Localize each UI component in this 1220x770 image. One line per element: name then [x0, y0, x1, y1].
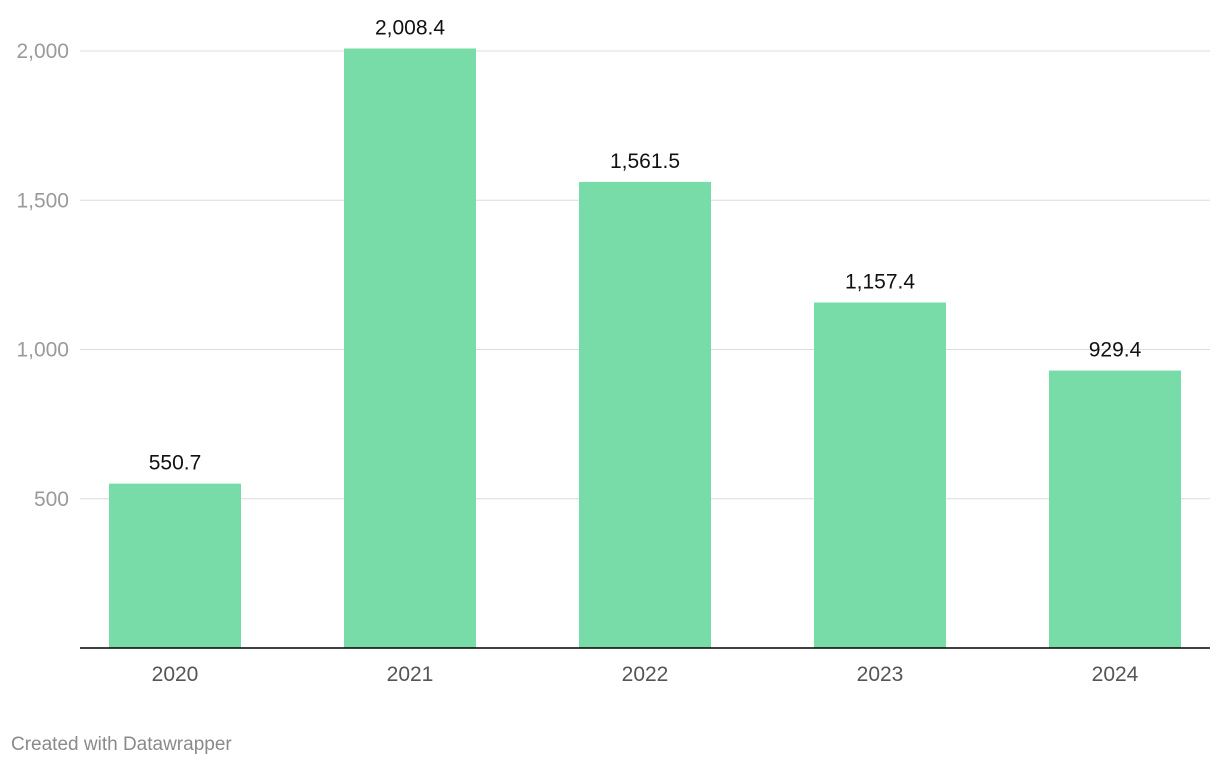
y-tick-label: 500 [34, 488, 69, 511]
bar [109, 483, 241, 648]
x-tick-label: 2024 [1092, 663, 1139, 686]
data-labels: 550.7 2,008.4 1,561.5 1,157.4 929.4 [149, 16, 1142, 474]
footer-credit: Created with Datawrapper [11, 734, 232, 755]
x-tick-label: 2022 [622, 663, 669, 686]
x-tick-label: 2021 [387, 663, 434, 686]
y-tick-label: 1,000 [16, 339, 69, 362]
bar [579, 181, 711, 648]
x-tick-label: 2023 [857, 663, 904, 686]
data-label: 550.7 [149, 452, 202, 475]
x-axis-ticks: 2020 2021 2022 2023 2024 [152, 663, 1139, 686]
x-tick-label: 2020 [152, 663, 199, 686]
bars [109, 48, 1181, 648]
y-tick-label: 2,000 [16, 40, 69, 63]
data-label: 929.4 [1089, 339, 1142, 362]
bar [1049, 370, 1181, 648]
data-label: 1,561.5 [610, 150, 680, 173]
data-label: 1,157.4 [845, 271, 915, 294]
bar [344, 48, 476, 648]
bar [814, 302, 946, 648]
y-tick-label: 1,500 [16, 189, 69, 212]
y-axis-ticks: 500 1,000 1,500 2,000 [16, 40, 69, 511]
data-label: 2,008.4 [375, 16, 445, 39]
